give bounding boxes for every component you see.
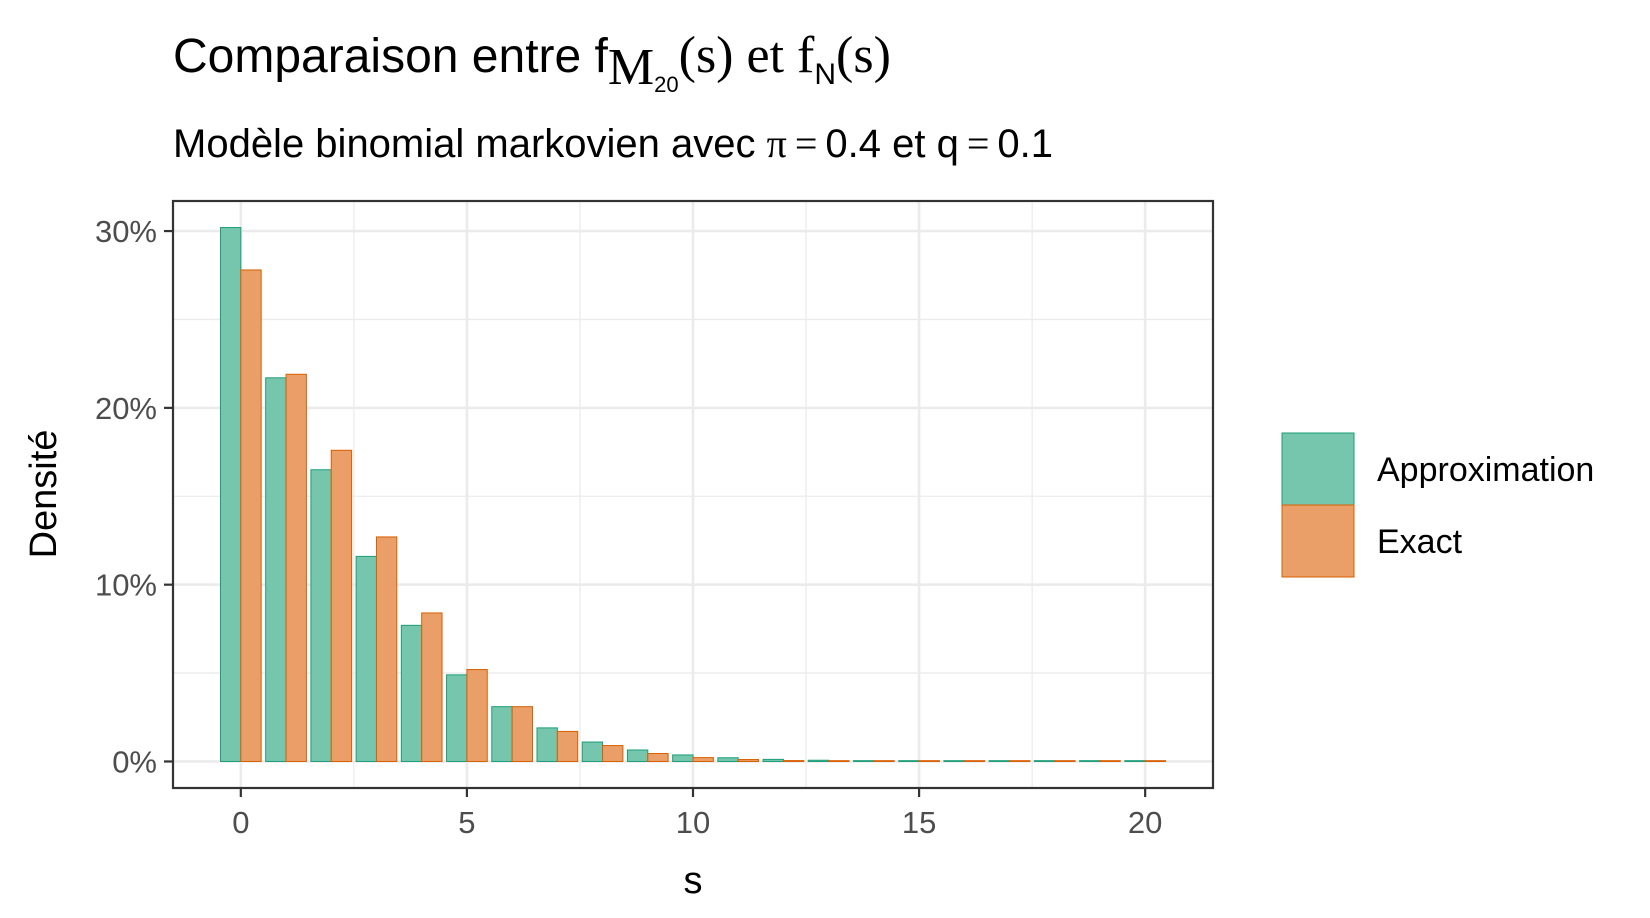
bar-exact-7 xyxy=(556,730,579,762)
bar-exact-13 xyxy=(828,760,850,762)
bar-exact-2 xyxy=(330,449,353,762)
bar-approximation-9 xyxy=(626,749,649,762)
bar-exact-17 xyxy=(1009,760,1031,762)
x-tick-label: 20 xyxy=(1128,805,1162,840)
bar-approximation-16 xyxy=(943,760,965,762)
bar-approximation-12 xyxy=(762,758,784,762)
bar-exact-8 xyxy=(602,745,624,762)
bar-approximation-5 xyxy=(446,674,468,762)
bar-exact-20 xyxy=(1144,760,1167,762)
legend-key-exact xyxy=(1281,504,1355,578)
y-axis: 0% 10% 20% 30% xyxy=(95,214,173,779)
y-axis-title: Densité xyxy=(23,430,65,559)
bar-exact-18 xyxy=(1054,760,1076,762)
x-tick-label: 5 xyxy=(458,805,475,840)
bar-exact-4 xyxy=(421,612,443,762)
bar-approximation-10 xyxy=(672,754,694,762)
bar-exact-1 xyxy=(285,373,307,762)
bar-exact-15 xyxy=(918,760,940,762)
bar-approximation-7 xyxy=(536,727,558,762)
bar-approximation-14 xyxy=(853,760,875,762)
bar-exact-16 xyxy=(963,760,986,762)
bar-exact-11 xyxy=(737,759,760,762)
bar-exact-6 xyxy=(511,706,533,762)
legend-label-approximation: Approximation xyxy=(1377,451,1594,489)
bar-exact-0 xyxy=(240,269,262,762)
bar-approximation-11 xyxy=(717,757,739,762)
bar-approximation-17 xyxy=(988,760,1011,762)
bar-exact-3 xyxy=(375,536,398,762)
x-tick-label: 0 xyxy=(232,805,249,840)
bar-exact-5 xyxy=(466,669,488,762)
y-tick-label: 30% xyxy=(95,214,157,249)
x-tick-label: 10 xyxy=(676,805,710,840)
legend: Approximation Exact xyxy=(1281,432,1594,578)
bar-approximation-20 xyxy=(1124,760,1146,762)
bar-approximation-4 xyxy=(400,624,423,762)
legend-label-exact: Exact xyxy=(1377,523,1463,561)
chart-title: Comparaison entre fM20(s) et fN(s) xyxy=(173,27,891,97)
y-tick-label: 0% xyxy=(112,744,157,779)
bar-approximation-0 xyxy=(219,227,242,762)
bar-approximation-19 xyxy=(1079,760,1101,762)
bar-approximation-3 xyxy=(355,555,377,762)
bar-exact-19 xyxy=(1099,760,1121,762)
bar-exact-9 xyxy=(647,753,669,762)
legend-key-approximation xyxy=(1281,432,1355,506)
x-axis: 0 5 10 15 20 xyxy=(232,788,1162,840)
y-tick-label: 20% xyxy=(95,391,157,426)
x-axis-title: s xyxy=(684,860,703,902)
plot-panel xyxy=(171,199,1215,790)
bar-approximation-2 xyxy=(310,469,332,762)
bar-approximation-6 xyxy=(491,706,513,762)
bar-exact-10 xyxy=(692,757,714,762)
bar-approximation-1 xyxy=(265,377,287,762)
bar-approximation-8 xyxy=(581,741,604,762)
bar-approximation-18 xyxy=(1033,760,1056,762)
x-tick-label: 15 xyxy=(902,805,936,840)
bar-exact-14 xyxy=(873,760,895,762)
y-tick-label: 10% xyxy=(95,568,157,603)
bars xyxy=(219,227,1167,762)
bar-approximation-13 xyxy=(807,759,830,762)
bar-approximation-15 xyxy=(898,760,920,762)
bar-exact-12 xyxy=(782,760,805,762)
chart-subtitle: Modèle binomial markovien avec π = 0.4 et … xyxy=(173,121,1053,166)
